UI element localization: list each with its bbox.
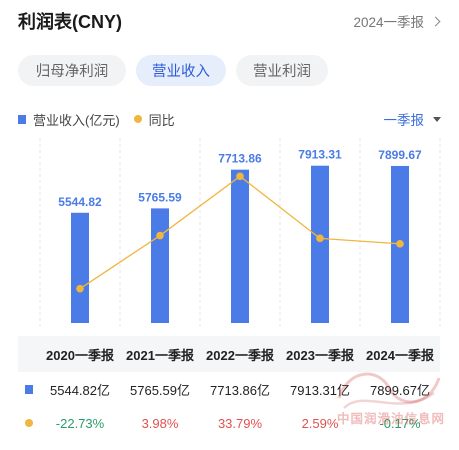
table-header-cell: 2022一季报 [206, 347, 274, 363]
tab-revenue[interactable]: 营业收入 [136, 55, 226, 86]
table-row-yoy: -22.73% 3.98% 33.79% 2.59% -0.17% [18, 406, 440, 440]
revenue-cell: 7913.31亿 [290, 382, 350, 398]
revenue-bar [231, 169, 249, 323]
tab-label: 营业收入 [152, 64, 210, 80]
revenue-bar [71, 212, 89, 323]
revenue-cell: 7899.67亿 [370, 382, 430, 398]
period-select[interactable]: 一季报 [383, 109, 441, 129]
watermark-text: 中国润滑油信息网 [336, 412, 445, 426]
tab-net-profit[interactable]: 归母净利润 [18, 55, 126, 86]
yoy-cell: -0.17% [379, 415, 421, 431]
yoy-cell: -22.73% [55, 415, 105, 431]
tab-operating-profit[interactable]: 营业利润 [236, 55, 328, 86]
period-link[interactable]: 2024一季报 [353, 11, 441, 31]
period-select-label: 一季报 [383, 113, 425, 128]
dropdown-triangle-icon [433, 116, 441, 122]
table-header-cell: 2024一季报 [366, 347, 434, 363]
yoy-cell: 3.98% [141, 415, 179, 431]
table-header-cell: 2020一季报 [46, 347, 114, 363]
revenue-bar [151, 208, 169, 323]
bar-value-label: 7713.86 [218, 152, 262, 166]
yoy-cell: 33.79% [217, 415, 263, 431]
bar-legend-label: 营业收入(亿元) [33, 112, 120, 128]
yoy-point [76, 284, 84, 293]
line-legend-label: 同比 [148, 112, 175, 128]
data-table: 2020一季报 2021一季报 2022一季报 2023一季报 2024一季报 … [18, 336, 440, 440]
period-link-label: 2024一季报 [353, 15, 424, 30]
revenue-cell: 7713.86亿 [210, 382, 270, 398]
chart-legend: 营业收入(亿元) 同比 一季报 [18, 110, 441, 128]
page-title: 利润表(CNY) [18, 12, 122, 32]
chevron-right-icon [430, 16, 441, 26]
line-series-icon [25, 419, 33, 427]
bar-value-label: 5544.82 [58, 195, 102, 209]
bar-value-label: 7899.67 [378, 148, 422, 162]
table-row-revenue: 5544.82亿 5765.59亿 7713.86亿 7913.31亿 7899… [18, 372, 440, 406]
tab-label: 营业利润 [253, 64, 311, 80]
bar-series-icon [25, 384, 33, 394]
yoy-point [236, 172, 244, 181]
bar-value-label: 7913.31 [298, 148, 342, 162]
bar-value-label: 5765.59 [138, 190, 182, 204]
header: 利润表(CNY) 2024一季报 [18, 10, 441, 32]
revenue-bar [311, 165, 329, 323]
revenue-chart: 5544.82 5765.59 7713.86 7913.31 7899.67 [39, 138, 441, 330]
metric-tabs: 归母净利润 营业收入 营业利润 [18, 55, 338, 86]
revenue-cell: 5544.82亿 [50, 382, 110, 398]
yoy-point [156, 231, 164, 240]
table-header-cell: 2023一季报 [286, 347, 354, 363]
yoy-point [396, 240, 404, 248]
revenue-cell: 5765.59亿 [130, 382, 190, 398]
table-header-row: 2020一季报 2021一季报 2022一季报 2023一季报 2024一季报 [18, 336, 440, 372]
line-legend-icon [133, 115, 142, 123]
tab-label: 归母净利润 [35, 64, 109, 80]
yoy-cell: 2.59% [301, 415, 339, 431]
table-header-cell: 2021一季报 [126, 347, 194, 363]
bar-legend-icon [18, 114, 26, 124]
yoy-point [316, 234, 324, 243]
